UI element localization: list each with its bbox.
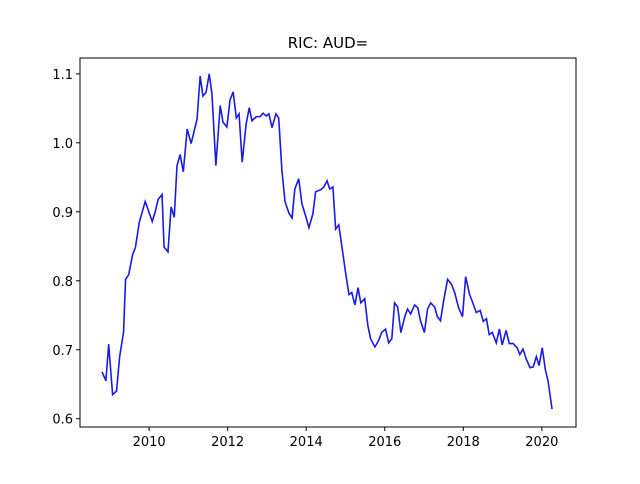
- x-tick-label: 2012: [211, 435, 244, 450]
- y-tick-label: 0.7: [52, 344, 73, 359]
- y-tick-label: 1.0: [52, 137, 73, 152]
- x-tick-label: 2010: [133, 435, 166, 450]
- y-tick-label: 0.9: [52, 206, 73, 221]
- y-tick-label: 1.1: [52, 68, 73, 83]
- y-tick-label: 0.6: [52, 413, 73, 428]
- line: [101, 73, 553, 410]
- x-tick-label: 2016: [368, 435, 401, 450]
- x-tick-label: 2020: [525, 435, 558, 450]
- chart-title: RIC: AUD=: [288, 34, 369, 52]
- y-tick-label: 0.8: [52, 275, 73, 290]
- x-tick-label: 2014: [290, 435, 323, 450]
- x-tick-label: 2018: [447, 435, 480, 450]
- plot-frame: [79, 57, 577, 428]
